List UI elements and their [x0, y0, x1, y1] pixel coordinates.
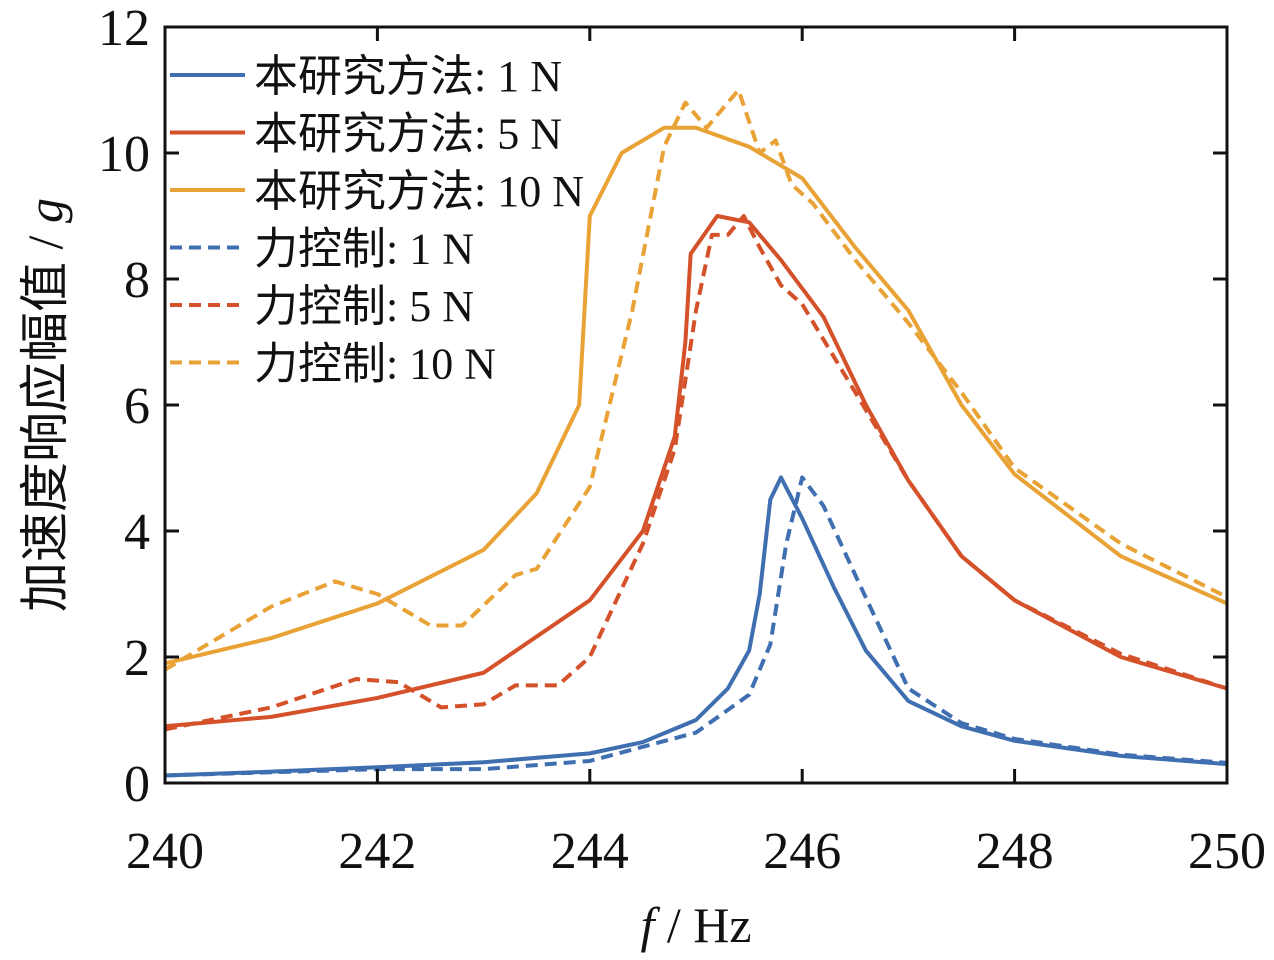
- y-tick-label-5: 10: [98, 126, 150, 183]
- series-line-2: [164, 125, 1228, 666]
- series-line-3: [164, 475, 1228, 778]
- series-line-5: [163, 88, 1228, 672]
- x-tick-label-4: 248: [976, 823, 1054, 880]
- legend-label-2: 本研究方法: 10 N: [254, 167, 584, 216]
- y-tick-label-2: 4: [124, 504, 150, 561]
- legend-label-3: 力控制: 1 N: [254, 225, 474, 274]
- x-tick-label-0: 240: [126, 823, 204, 880]
- x-axis-label: f / Hz: [640, 897, 751, 953]
- y-tick-label-4: 8: [124, 252, 150, 309]
- y-tick-label-6: 12: [98, 0, 150, 57]
- legend-label-4: 力控制: 5 N: [254, 282, 474, 331]
- y-tick-label-1: 2: [124, 630, 150, 687]
- y-tick-label-3: 6: [124, 378, 150, 435]
- series-lines: [163, 88, 1228, 778]
- x-tick-label-3: 246: [763, 823, 841, 880]
- series-line-1: [164, 214, 1228, 729]
- legend-label-5: 力控制: 10 N: [254, 340, 496, 389]
- y-axis-label: 加速度响应幅值 / g: [17, 198, 73, 612]
- legend-label-1: 本研究方法: 5 N: [254, 110, 562, 159]
- x-tick-label-5: 250: [1188, 823, 1266, 880]
- x-tick-label-1: 242: [338, 823, 416, 880]
- legend: 本研究方法: 1 N 本研究方法: 5 N 本研究方法: 10 N 力控制: 1 N 力…: [170, 52, 584, 389]
- x-tick-label-2: 244: [551, 823, 629, 880]
- series-line-4: [164, 214, 1228, 732]
- legend-label-0: 本研究方法: 1 N: [254, 52, 562, 101]
- y-tick-label-0: 0: [124, 756, 150, 813]
- series-line-0: [164, 475, 1228, 778]
